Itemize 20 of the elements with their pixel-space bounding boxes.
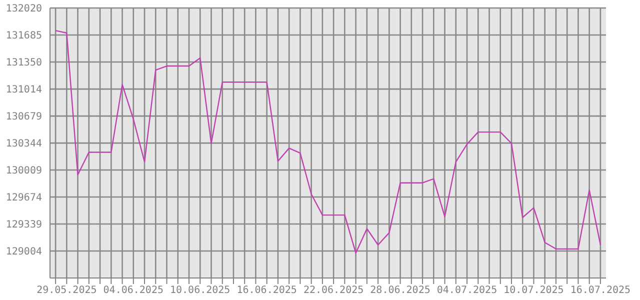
x-tick-label: 16.06.2025 (236, 285, 297, 296)
y-tick-label: 132020 (6, 4, 42, 15)
y-tick-label: 131685 (6, 30, 42, 42)
y-tick-label: 130679 (6, 112, 42, 123)
x-tick-label: 10.06.2025 (170, 285, 230, 296)
x-tick-label: 22.06.2025 (303, 285, 364, 296)
x-tick-label: 28.06.2025 (370, 285, 430, 296)
x-tick-label: 04.06.2025 (103, 285, 164, 296)
y-tick-label: 129004 (6, 246, 42, 258)
y-tick-label: 130344 (6, 138, 42, 150)
y-tick-label: 129339 (6, 220, 42, 231)
y-tick-label: 131350 (6, 58, 42, 69)
y-tick-label: 131014 (6, 84, 42, 96)
y-tick-label: 130009 (6, 166, 42, 177)
x-tick-label: 16.07.2025 (570, 285, 631, 296)
x-tick-label: 04.07.2025 (436, 285, 498, 296)
x-tick-label: 10.07.2025 (504, 285, 564, 296)
y-tick-label: 129674 (6, 192, 42, 204)
x-tick-label: 29.05.2025 (36, 285, 97, 296)
line-series (54, 30, 602, 254)
